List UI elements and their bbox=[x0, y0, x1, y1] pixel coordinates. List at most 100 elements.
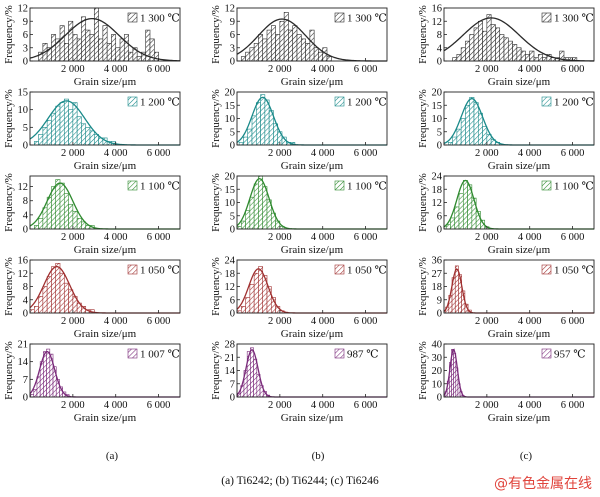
histogram-bar bbox=[42, 127, 48, 146]
histogram-panel: 0 6 12 18 24 2 000 4 000 6 000 Grain size/μm Freq… bbox=[417, 172, 595, 256]
y-tick-label: 20 bbox=[432, 366, 443, 377]
x-tick-label: 6 000 bbox=[354, 64, 378, 75]
histogram-panel: 0 5 10 15 20 2 000 4 000 6 000 Grain size/μm Freq… bbox=[210, 172, 388, 256]
y-tick-label: 3 bbox=[23, 43, 28, 54]
histogram-bar bbox=[93, 7, 99, 62]
y-tick-label: 5 bbox=[230, 211, 235, 222]
histogram-bar bbox=[525, 54, 531, 62]
x-tick-label: 2 000 bbox=[61, 148, 85, 159]
y-tick-label: 12 bbox=[432, 17, 443, 28]
x-tick-label: 4 000 bbox=[104, 232, 128, 243]
y-tick-label: 3 bbox=[230, 43, 235, 54]
histogram-panel: 0 6 12 18 24 2 000 4 000 6 000 Grain size/μm Freq… bbox=[210, 256, 388, 340]
histogram-bar bbox=[102, 25, 108, 62]
x-tick-label: 4 000 bbox=[311, 400, 335, 411]
y-tick-label: 8 bbox=[23, 196, 28, 207]
histogram-bar bbox=[46, 276, 52, 314]
histogram-bar bbox=[85, 127, 91, 146]
histogram-bar bbox=[454, 206, 460, 230]
legend-swatch bbox=[541, 12, 552, 23]
fit-curve bbox=[29, 17, 181, 62]
histogram-bar bbox=[59, 25, 65, 62]
x-tick-label: 6 000 bbox=[561, 232, 585, 243]
y-tick-label: 0 bbox=[230, 141, 235, 152]
x-axis-title: Grain size/μm bbox=[74, 328, 137, 340]
y-tick-label: 7 bbox=[230, 379, 235, 390]
histogram-bar bbox=[460, 47, 466, 62]
x-tick-label: 6 000 bbox=[354, 316, 378, 327]
legend-label: 987 ℃ bbox=[347, 349, 379, 361]
x-tick-label: 4 000 bbox=[518, 64, 542, 75]
histogram-bar bbox=[450, 217, 456, 230]
histogram-bar bbox=[51, 186, 57, 230]
legend-swatch bbox=[334, 96, 345, 107]
histogram-bar bbox=[533, 57, 539, 62]
histogram-panel: 0 7 14 21 2 000 4 000 6 000 Grain size/μm Freque… bbox=[3, 340, 181, 424]
y-tick-label: 4 bbox=[23, 210, 29, 221]
histogram-bar bbox=[55, 179, 61, 230]
legend-swatch bbox=[541, 96, 552, 107]
histogram-bar bbox=[253, 43, 259, 62]
histogram-bar bbox=[240, 306, 246, 314]
histogram-bar bbox=[292, 25, 298, 62]
y-tick-label: 20 bbox=[225, 88, 236, 99]
x-axis-title: Grain size/μm bbox=[281, 412, 344, 424]
x-axis-title: Grain size/μm bbox=[488, 160, 551, 172]
x-tick-label: 6 000 bbox=[147, 64, 171, 75]
histogram-bar bbox=[326, 56, 332, 62]
y-tick-label: 36 bbox=[432, 256, 443, 267]
x-tick-label: 6 000 bbox=[147, 232, 171, 243]
y-tick-label: 16 bbox=[18, 256, 29, 267]
histogram-bar bbox=[128, 51, 134, 62]
column-label-b: (b) bbox=[312, 450, 325, 462]
histogram-bar bbox=[477, 20, 483, 62]
histogram-bar bbox=[266, 29, 272, 62]
histogram-panel: 0 3 6 9 12 2 000 4 000 6 000 Grain size/μm Freque… bbox=[210, 4, 388, 88]
x-axis-title: Grain size/μm bbox=[488, 328, 551, 340]
x-tick-label: 4 000 bbox=[518, 232, 542, 243]
legend-label: 1 300 ℃ bbox=[554, 13, 594, 25]
histogram-bar bbox=[251, 115, 257, 146]
x-tick-label: 2 000 bbox=[475, 64, 499, 75]
histogram-bar bbox=[258, 175, 264, 230]
y-axis-title: Frequency/% bbox=[3, 173, 15, 232]
x-tick-label: 6 000 bbox=[561, 64, 585, 75]
y-tick-label: 4 bbox=[23, 295, 29, 306]
x-tick-label: 2 000 bbox=[61, 400, 85, 411]
histogram-bar bbox=[253, 272, 259, 314]
y-tick-label: 21 bbox=[225, 353, 236, 364]
x-tick-label: 6 000 bbox=[561, 316, 585, 327]
histogram-panel: 0 4 8 12 16 2 000 4 000 6 000 Grain size/μm Frequ… bbox=[3, 256, 181, 340]
x-tick-label: 4 000 bbox=[311, 316, 335, 327]
histogram-bar bbox=[456, 54, 462, 62]
y-tick-label: 12 bbox=[18, 4, 29, 15]
legend-label: 1 007 ℃ bbox=[140, 349, 180, 361]
x-tick-label: 2 000 bbox=[61, 316, 85, 327]
histogram-bar bbox=[72, 102, 78, 146]
x-tick-label: 4 000 bbox=[104, 316, 128, 327]
histogram-bar bbox=[55, 105, 61, 146]
histogram-bar bbox=[537, 54, 543, 62]
plot-frame bbox=[29, 91, 181, 146]
histogram-bar bbox=[29, 309, 35, 314]
histogram-bar bbox=[260, 94, 266, 146]
x-axis-title: Grain size/μm bbox=[281, 160, 344, 172]
y-tick-label: 12 bbox=[18, 182, 29, 193]
y-tick-label: 15 bbox=[225, 101, 236, 112]
histogram-panel: 0 3 6 9 12 2 000 4 000 6 000 Grain size/μm Freque… bbox=[3, 4, 181, 88]
histogram-bar bbox=[262, 186, 268, 230]
x-tick-label: 2 000 bbox=[268, 148, 292, 159]
x-axis-title: Grain size/μm bbox=[281, 76, 344, 88]
histogram-bar bbox=[258, 266, 264, 314]
histogram-bar bbox=[68, 20, 74, 62]
legend-swatch bbox=[127, 12, 138, 23]
x-tick-label: 2 000 bbox=[61, 64, 85, 75]
y-tick-label: 10 bbox=[225, 198, 236, 209]
y-tick-label: 5 bbox=[437, 127, 442, 138]
y-axis-title: Frequency/% bbox=[210, 89, 222, 148]
y-tick-label: 9 bbox=[23, 17, 28, 28]
y-tick-label: 12 bbox=[432, 198, 443, 209]
histogram-bar bbox=[240, 56, 246, 62]
histogram-bar bbox=[119, 38, 125, 62]
